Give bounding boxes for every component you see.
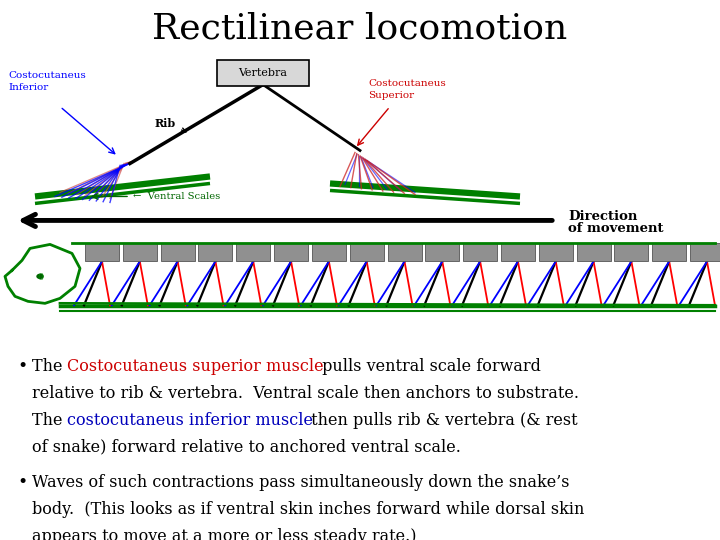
Text: Vertebra: Vertebra (238, 68, 287, 78)
Text: body.  (This looks as if ventral skin inches forward while dorsal skin: body. (This looks as if ventral skin inc… (32, 501, 584, 518)
Ellipse shape (34, 273, 46, 280)
Bar (85, 244, 119, 261)
Bar (614, 244, 649, 261)
Bar (161, 244, 194, 261)
Bar (123, 244, 157, 261)
Bar (690, 244, 720, 261)
Bar (350, 244, 384, 261)
Text: relative to rib & vertebra.  Ventral scale then anchors to substrate.: relative to rib & vertebra. Ventral scal… (32, 385, 579, 402)
Bar (577, 244, 611, 261)
Text: pulls ventral scale forward: pulls ventral scale forward (317, 358, 541, 375)
Bar (463, 244, 497, 261)
Text: Rib: Rib (155, 118, 186, 132)
Text: •: • (18, 474, 28, 491)
Text: Rectilinear locomotion: Rectilinear locomotion (153, 11, 567, 45)
Text: Direction: Direction (568, 211, 637, 224)
Text: of movement: of movement (568, 222, 664, 235)
FancyBboxPatch shape (217, 59, 309, 85)
Bar (652, 244, 686, 261)
Text: 0: 0 (37, 273, 43, 282)
Text: •: • (18, 358, 28, 375)
Bar (387, 244, 421, 261)
Text: appears to move at a more or less steady rate.): appears to move at a more or less steady… (32, 528, 416, 540)
Text: Inferior: Inferior (8, 83, 48, 92)
Text: Waves of such contractions pass simultaneously down the snake’s: Waves of such contractions pass simultan… (32, 474, 570, 491)
Text: Costocutaneus: Costocutaneus (8, 71, 86, 79)
Text: costocutaneus inferior muscle: costocutaneus inferior muscle (66, 411, 312, 429)
Bar (539, 244, 572, 261)
Text: ←  Ventral Scales: ← Ventral Scales (133, 192, 220, 201)
Bar (236, 244, 270, 261)
Text: then pulls rib & vertebra (& rest: then pulls rib & vertebra (& rest (307, 411, 578, 429)
Text: of snake) forward relative to anchored ventral scale.: of snake) forward relative to anchored v… (32, 438, 461, 455)
Ellipse shape (37, 274, 43, 279)
Text: Superior: Superior (368, 91, 414, 99)
Text: Costocutaneus superior muscle: Costocutaneus superior muscle (66, 358, 323, 375)
Text: The: The (32, 358, 68, 375)
Bar (312, 244, 346, 261)
Bar (501, 244, 535, 261)
Text: The: The (32, 411, 68, 429)
Bar (426, 244, 459, 261)
Text: Costocutaneus: Costocutaneus (368, 78, 446, 87)
Bar (199, 244, 233, 261)
Bar (274, 244, 308, 261)
